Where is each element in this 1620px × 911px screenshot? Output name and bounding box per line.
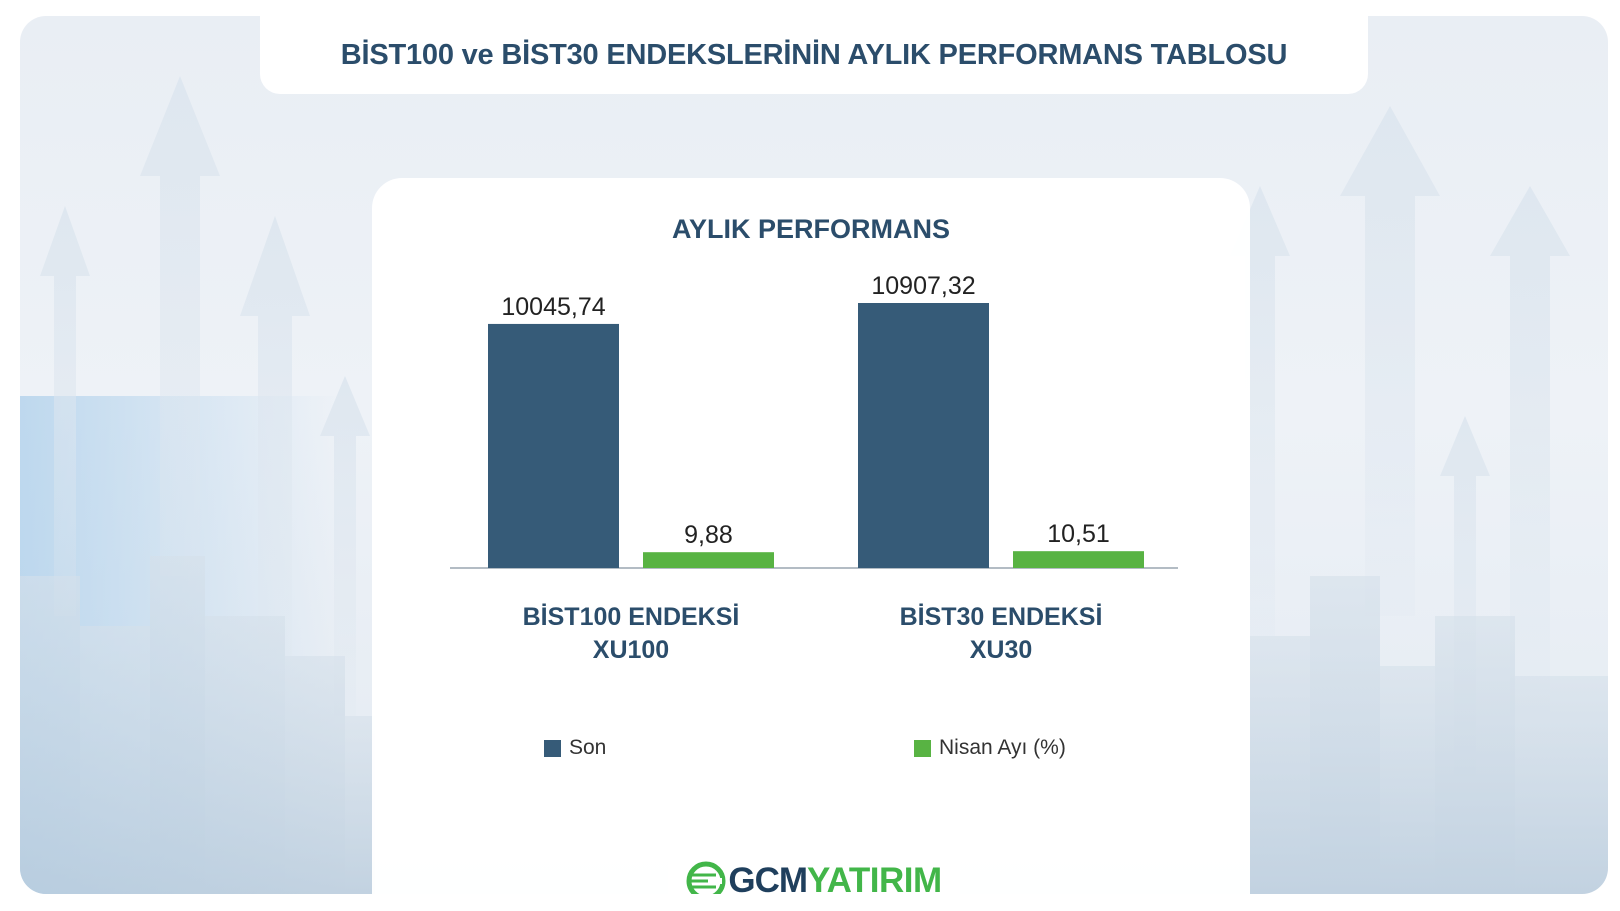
brand-name-gcm: GCM	[728, 861, 808, 894]
data-label-nisan-0: 9,88	[684, 521, 733, 549]
globe-logo-icon	[686, 861, 726, 894]
data-label-nisan-1: 10,51	[1047, 520, 1110, 548]
legend-swatch-son	[544, 739, 561, 757]
page-title: BİST100 ve BİST30 ENDEKSLERİNİN AYLIK PE…	[340, 38, 1288, 71]
category-label-1-line1: BİST30 ENDEKSİ	[900, 603, 1103, 631]
background-frame: BİST100 ve BİST30 ENDEKSLERİNİN AYLIK PE…	[20, 16, 1608, 894]
legend-label-son: Son	[569, 736, 607, 759]
bar-nisan-0	[643, 552, 774, 568]
chart-card: AYLIK PERFORMANS 10045,74 9,88 BİST100 END…	[372, 178, 1250, 894]
legend-label-nisan: Nisan Ayı (%)	[939, 736, 1066, 759]
bar-nisan-1	[1013, 551, 1144, 568]
brand-logo: GCM YATIRIM	[668, 852, 960, 894]
legend-item-nisan: Nisan Ayı (%)	[914, 736, 1066, 760]
category-label-1-line2: XU30	[970, 636, 1033, 664]
skyline-background	[20, 76, 1608, 894]
legend-swatch-nisan	[914, 739, 931, 757]
data-label-son-1: 10907,32	[871, 272, 975, 300]
data-label-son-0: 10045,74	[501, 293, 605, 321]
category-label-0-line2: XU100	[593, 636, 669, 664]
bar-son-1	[858, 303, 989, 568]
brand-name-yatirim: YATIRIM	[807, 861, 942, 894]
chart-title: AYLIK PERFORMANS	[671, 214, 951, 244]
bar-son-0	[488, 323, 619, 568]
bar-chart: 10045,74 9,88 BİST100 ENDEKSİ XU100 10907,32…	[450, 272, 1178, 664]
title-banner: BİST100 ve BİST30 ENDEKSLERİNİN AYLIK PE…	[260, 16, 1368, 94]
legend-item-son: Son	[544, 736, 606, 760]
category-label-0-line1: BİST100 ENDEKSİ	[523, 603, 740, 631]
